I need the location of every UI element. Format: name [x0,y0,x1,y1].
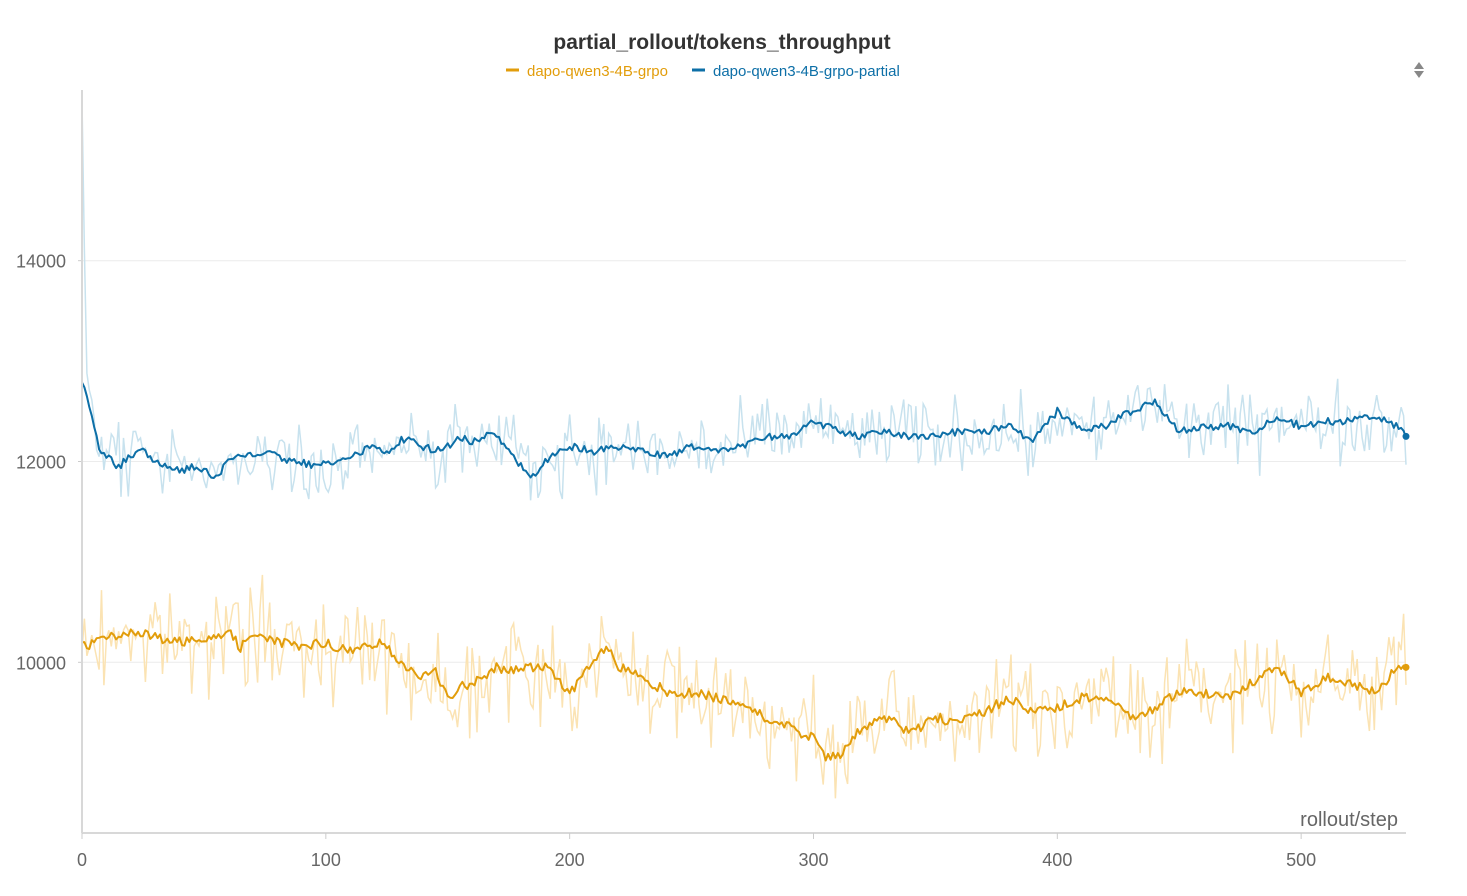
x-tick-label: 400 [1042,850,1072,870]
legend-label-grpo-partial: dapo-qwen3-4B-grpo-partial [713,63,900,80]
sort-up-arrow [1414,62,1424,69]
x-tick-label: 300 [798,850,828,870]
x-tick-label: 0 [77,850,87,870]
smoothed-series-layer [81,382,1410,762]
series-end-point [1402,663,1410,671]
y-tick-label: 12000 [16,453,66,473]
legend-label-grpo: dapo-qwen3-4B-grpo [527,63,668,80]
smoothed-series-line[interactable] [81,628,1407,762]
x-axis-title: rollout/step [1300,809,1398,831]
y-tick-label: 10000 [16,653,66,673]
x-tick-label: 500 [1286,850,1316,870]
series-end-point [1402,432,1410,440]
y-tick-label: 14000 [16,252,66,272]
raw-series-line [81,99,1407,501]
legend: dapo-qwen3-4B-grpo dapo-qwen3-4B-grpo-pa… [506,63,900,80]
x-tick-label: 100 [311,850,341,870]
smoothed-series-line[interactable] [81,382,1407,479]
legend-item-grpo[interactable]: dapo-qwen3-4B-grpo [506,63,668,80]
raw-series-line [81,574,1407,799]
x-tick-label: 200 [555,850,585,870]
legend-item-grpo-partial[interactable]: dapo-qwen3-4B-grpo-partial [692,63,900,80]
grid [82,260,1406,663]
raw-series-layer [81,99,1407,799]
sort-down-arrow [1414,71,1424,78]
sort-icon[interactable] [1414,62,1424,78]
chart-title: partial_rollout/tokens_throughput [553,31,890,54]
axes: 10000 12000 14000 0 100 200 300 400 500 [16,90,1406,870]
